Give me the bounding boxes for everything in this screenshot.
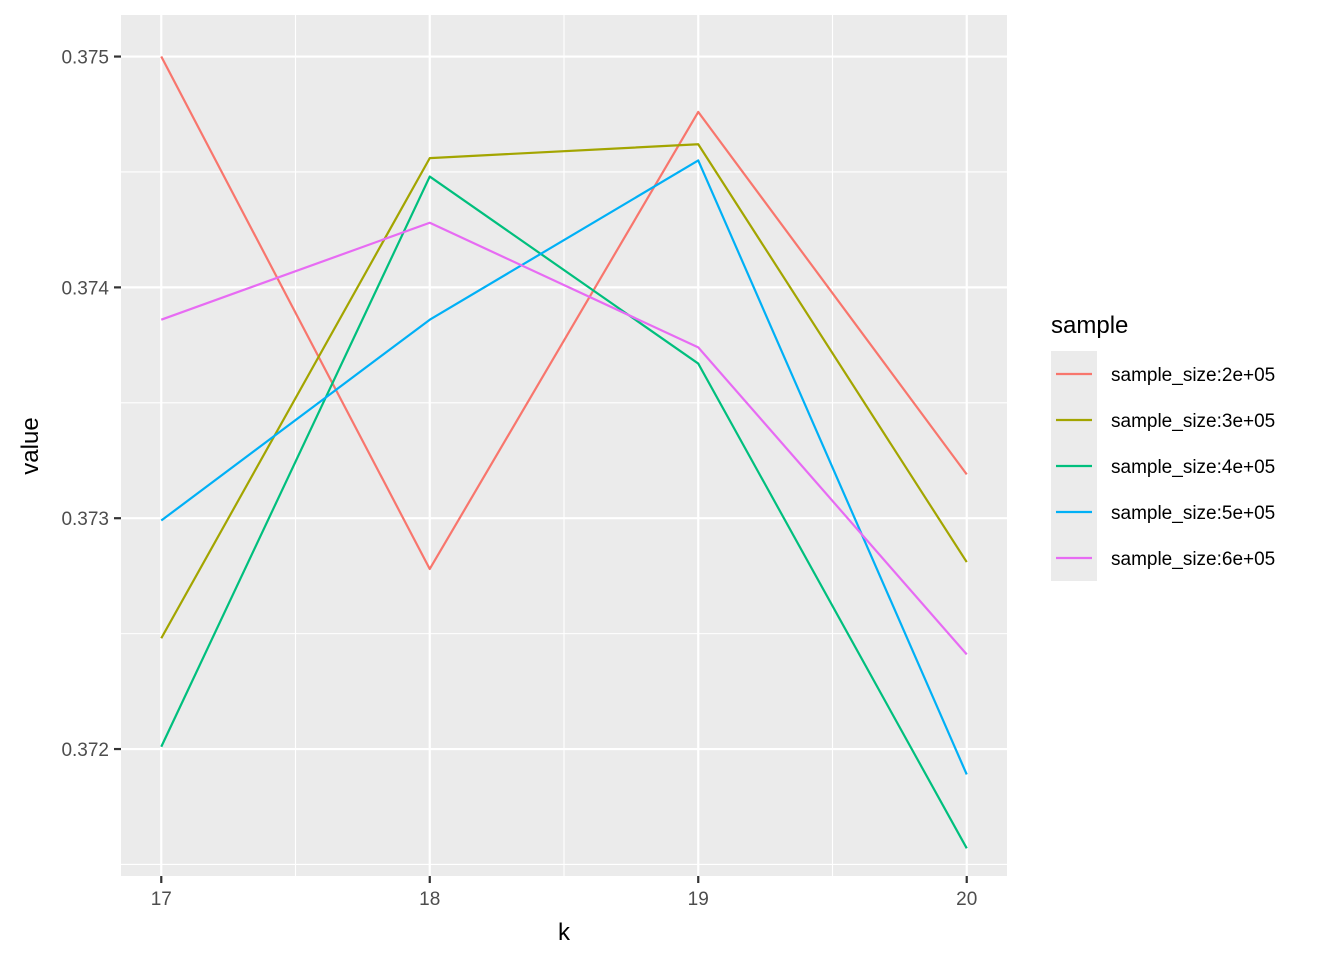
legend-label-2: sample_size:3e+05	[1111, 411, 1275, 432]
series-line-2	[160, 143, 968, 639]
legend-label-4: sample_size:5e+05	[1111, 503, 1275, 524]
minor-gridlines	[121, 15, 1007, 876]
series-lines	[160, 56, 968, 849]
y-axis: 0.372 0.373 0.374 0.375	[61, 48, 121, 761]
y-tick-label: 0.375	[61, 48, 109, 69]
legend-items: sample_size:2e+05 sample_size:3e+05sample…	[1056, 365, 1275, 570]
x-tick-label: 20	[956, 889, 977, 910]
series-line-1	[160, 56, 968, 571]
y-axis-title: value	[17, 417, 44, 474]
legend-label-1: sample_size:2e+05	[1111, 365, 1275, 386]
x-tick-label: 19	[688, 889, 709, 910]
legend-title: sample	[1051, 312, 1128, 339]
y-tick-label: 0.374	[61, 278, 109, 299]
legend-label-3: sample_size:4e+05	[1111, 457, 1275, 478]
legend: sample sample_size:2e+05 sample_size:3e+0…	[1051, 312, 1275, 581]
x-axis-title: k	[558, 919, 571, 946]
series-line-3	[160, 175, 968, 849]
y-tick-label: 0.372	[61, 740, 109, 761]
x-axis: 17 18 19 20	[151, 876, 977, 910]
series-line-4	[160, 159, 968, 775]
y-tick-label: 0.373	[61, 509, 109, 530]
legend-label-5: sample_size:6e+05	[1111, 549, 1275, 570]
x-tick-label: 18	[419, 889, 440, 910]
x-tick-label: 17	[151, 889, 172, 910]
series-line-5	[160, 221, 968, 656]
